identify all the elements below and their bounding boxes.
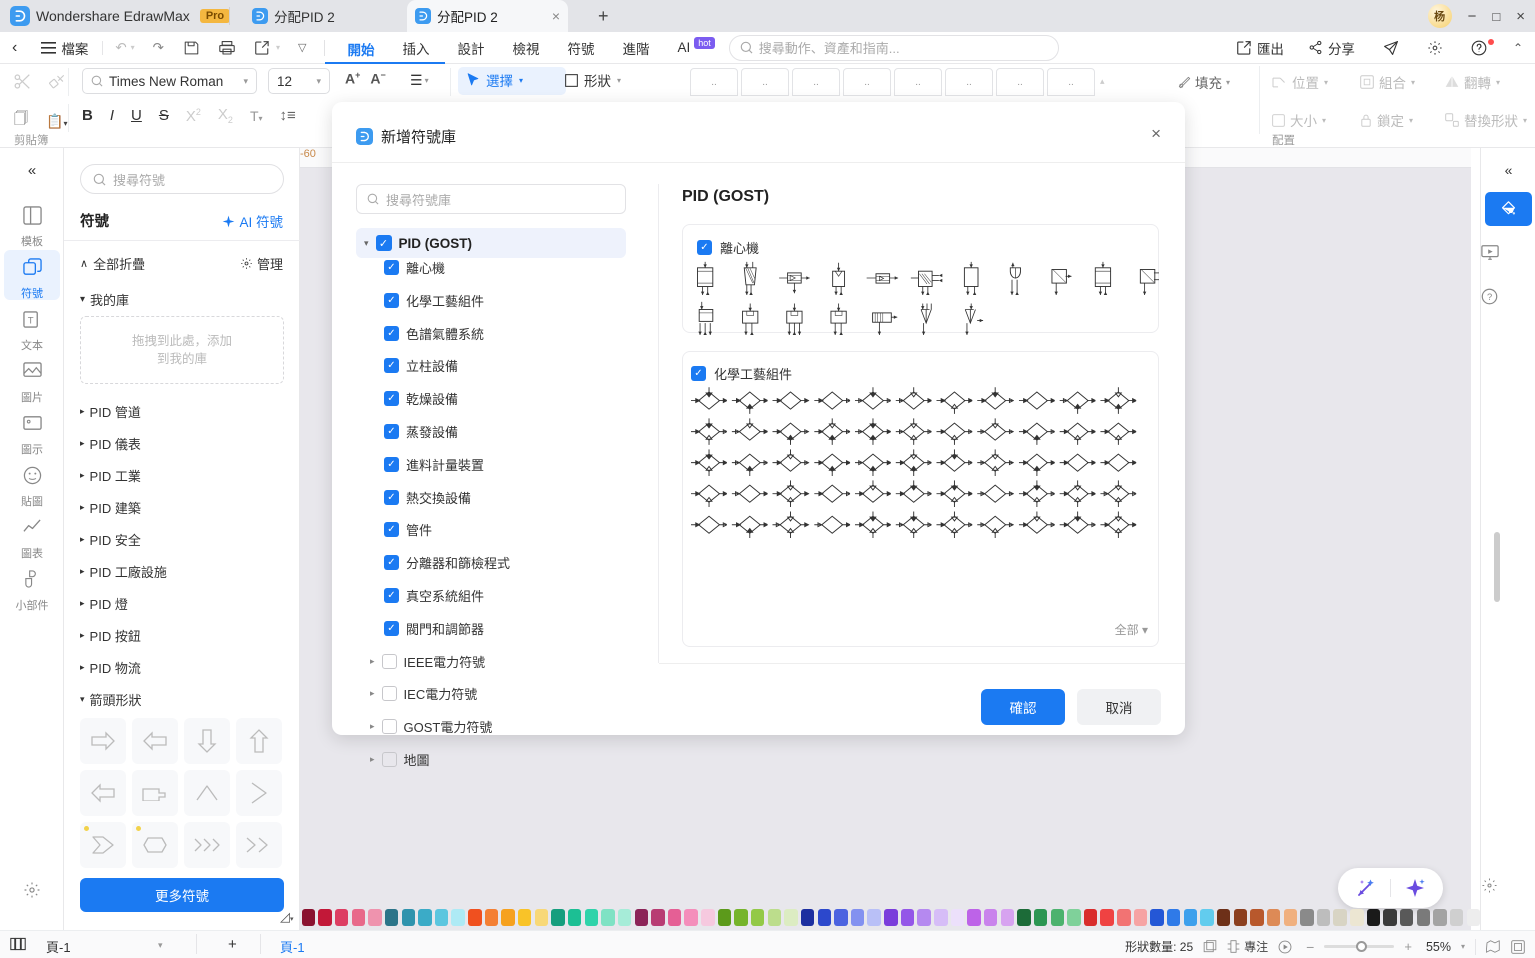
svg-text:T: T	[27, 315, 33, 326]
svg-text:?: ?	[1487, 292, 1492, 302]
